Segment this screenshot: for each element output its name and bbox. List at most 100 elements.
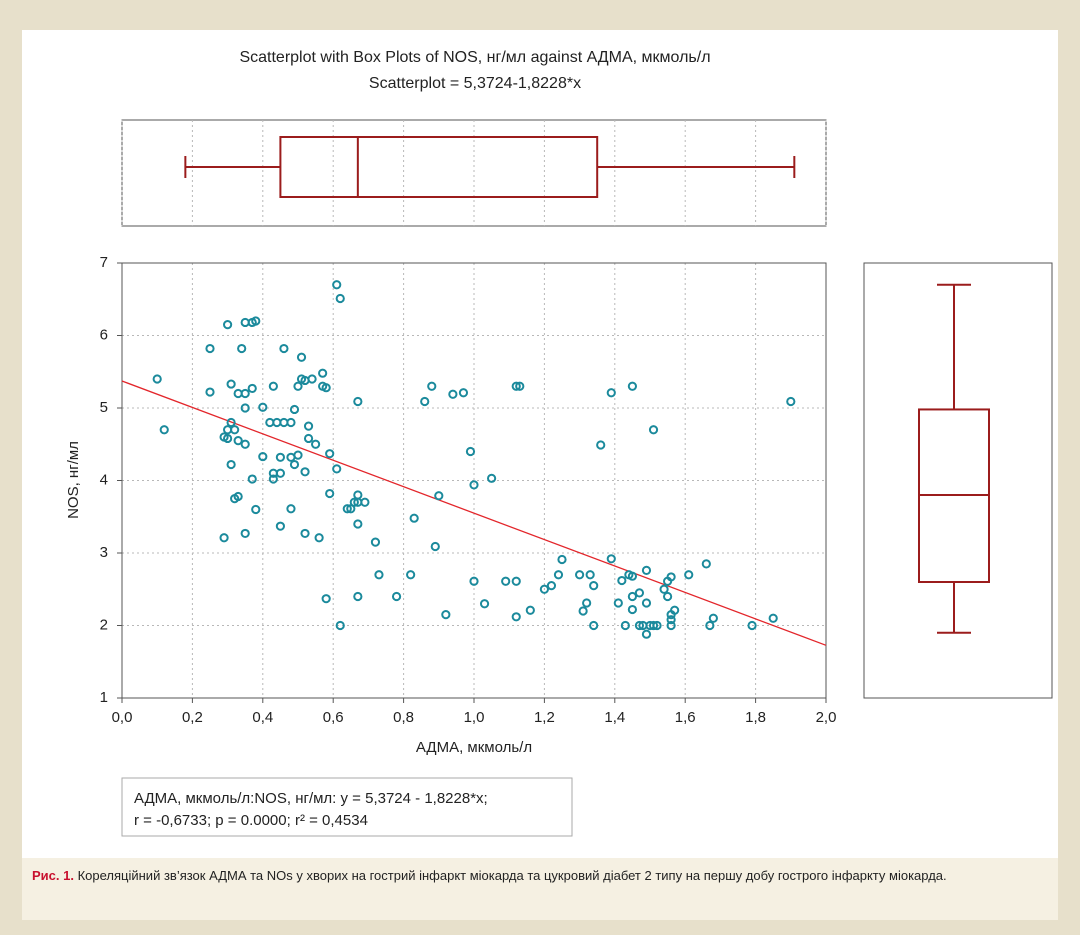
data-point [708, 613, 718, 623]
data-point [430, 541, 440, 552]
data-point [233, 491, 243, 502]
data-point [240, 388, 250, 399]
data-point [240, 403, 250, 413]
data-point [275, 521, 285, 531]
data-point [286, 504, 296, 514]
data-point [515, 381, 525, 391]
data-point [279, 343, 289, 354]
data-point [321, 594, 331, 604]
data-point [620, 620, 630, 631]
data-point [226, 417, 236, 428]
data-point [553, 570, 564, 580]
data-point [666, 620, 676, 631]
data-point [251, 504, 261, 515]
data-point [465, 446, 476, 457]
data-point [557, 554, 567, 565]
data-point [786, 396, 796, 407]
plot-frame [121, 262, 827, 699]
data-point [525, 605, 535, 615]
data-point [226, 459, 236, 470]
data-point [768, 613, 778, 623]
stats-line: r = -0,6733; p = 0.0000; r² = 0,4534 [134, 812, 368, 829]
data-point [335, 293, 345, 304]
data-point [391, 591, 402, 602]
data-point [353, 519, 363, 529]
data-point [353, 396, 363, 407]
data-point [289, 404, 300, 415]
regression-line [121, 380, 827, 646]
data-point [606, 554, 616, 564]
x-tick-label: 1,8 [745, 709, 766, 726]
data-point [233, 436, 243, 446]
data-point [300, 528, 310, 539]
data-point [666, 572, 676, 582]
data-point [487, 473, 497, 483]
data-point [293, 450, 303, 460]
data-point [240, 439, 250, 449]
data-point [349, 497, 359, 507]
data-point [666, 615, 676, 625]
data-point [596, 440, 606, 450]
data-point [300, 467, 310, 477]
box [279, 136, 599, 198]
data-point [321, 383, 331, 393]
data-point [575, 570, 585, 580]
stats-box [121, 777, 573, 837]
data-point [289, 459, 300, 470]
x-tick-label: 0,0 [112, 709, 133, 726]
x-tick-label: 2,0 [816, 709, 837, 726]
data-point [325, 488, 335, 499]
y-tick-label: 7 [100, 254, 108, 271]
y-tick-label: 5 [100, 399, 108, 416]
data-point [684, 570, 694, 580]
y-axis-label: NOS, нг/мл [65, 441, 82, 519]
caption: Рис. 1. Кореляційний зв’язок АДМА та NOs… [22, 858, 1058, 920]
data-point [469, 576, 479, 586]
data-point [247, 383, 257, 394]
data-point [335, 620, 345, 631]
y-tick-label: 3 [100, 544, 108, 561]
data-point [641, 565, 652, 576]
data-point [659, 584, 669, 594]
data-point [479, 599, 490, 609]
x-tick-label: 0,4 [252, 709, 273, 726]
data-point [332, 280, 342, 290]
data-point [307, 374, 317, 384]
data-point [641, 629, 652, 639]
data-point [230, 425, 240, 435]
data-point [303, 421, 314, 431]
data-point [448, 389, 458, 399]
data-point [258, 402, 268, 412]
data-point [296, 352, 307, 362]
data-point [420, 396, 430, 407]
x-axis-label: АДМА, мкмоль/л [416, 739, 532, 756]
data-point [589, 581, 599, 591]
data-point [627, 604, 638, 615]
data-point [511, 576, 521, 586]
data-point [247, 474, 257, 484]
data-point [546, 581, 557, 591]
data-point [501, 576, 511, 586]
data-point [652, 620, 662, 631]
stats-line: АДМА, мкмоль/л:NOS, нг/мл: y = 5,3724 - … [134, 790, 488, 807]
data-point [360, 497, 370, 507]
data-point [311, 439, 321, 449]
data-point [240, 528, 250, 539]
data-point [314, 533, 324, 543]
data-point [303, 433, 314, 444]
chart-subtitle: Scatterplot = 5,3724-1,8228*x [369, 75, 581, 92]
data-point [634, 588, 645, 598]
data-point [370, 537, 381, 547]
data-point [205, 343, 215, 354]
data-point [286, 417, 296, 428]
data-point [511, 381, 521, 391]
x-tick-label: 0,6 [323, 709, 344, 726]
right-box-frame [863, 262, 1053, 699]
data-point [268, 474, 278, 484]
x-tick-label: 0,2 [182, 709, 203, 726]
data-point [511, 612, 521, 622]
x-tick-label: 1,6 [675, 709, 696, 726]
data-point [539, 584, 550, 594]
data-point [578, 606, 588, 616]
